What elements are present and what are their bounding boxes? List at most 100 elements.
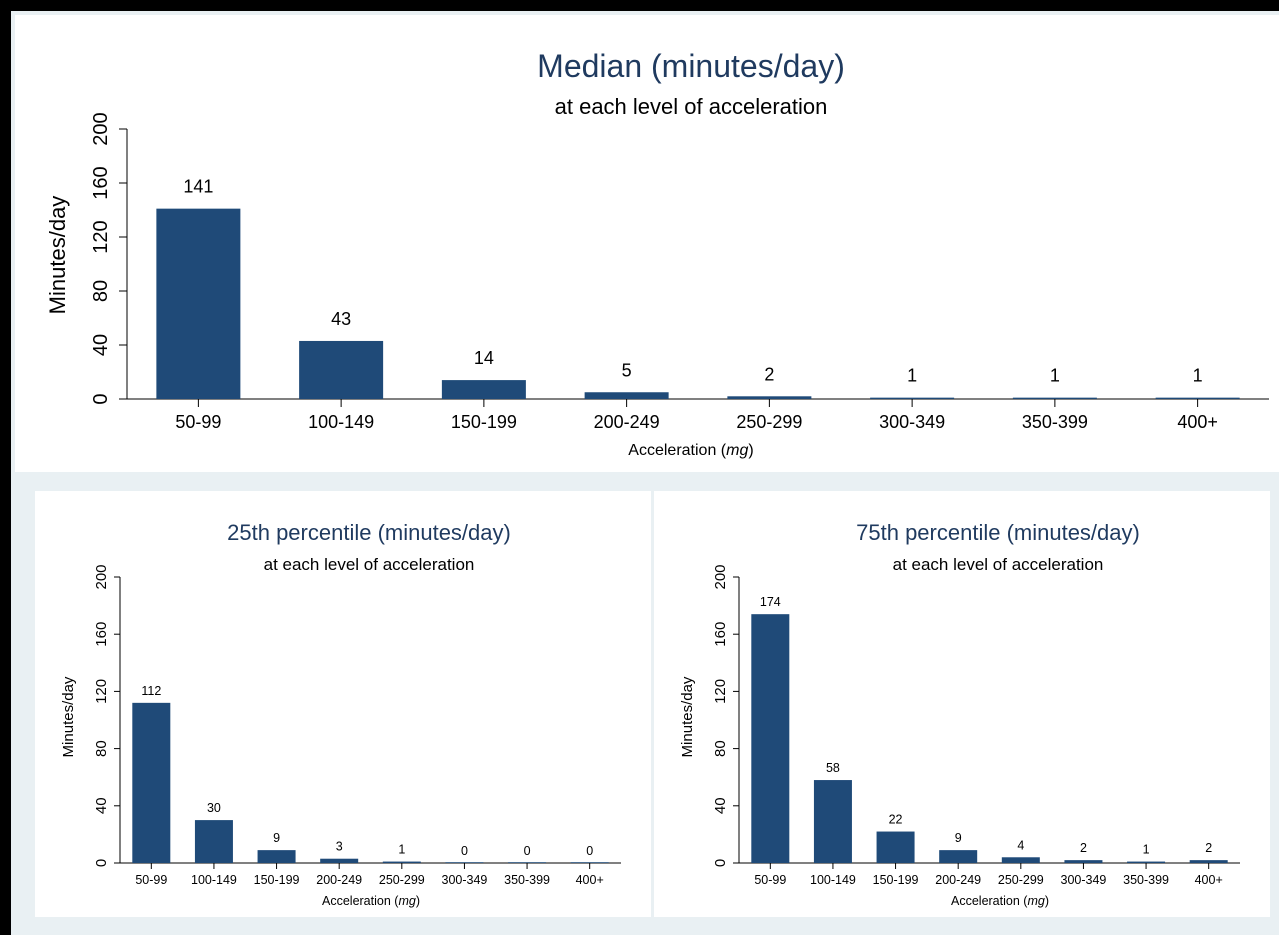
bar <box>156 208 241 399</box>
x-axis-label-close: ) <box>748 442 753 459</box>
chart-title: 75th percentile (minutes/day) <box>856 520 1140 545</box>
bar-value-label: 2 <box>1080 841 1087 855</box>
y-tick-label: 200 <box>712 564 729 589</box>
x-tick-label: 150-199 <box>451 412 517 432</box>
p25-chart: 25th percentile (minutes/day) at each lev… <box>60 520 621 908</box>
bar-value-label: 3 <box>336 840 343 854</box>
bar <box>257 850 296 863</box>
x-axis-label: Acceleration (mg) <box>628 442 753 459</box>
median-chart: Median (minutes/day) at each level of acc… <box>45 48 1269 459</box>
chart-subtitle: at each level of acceleration <box>893 555 1104 574</box>
bar <box>751 614 790 863</box>
y-tick-label: 200 <box>93 564 110 589</box>
median-chart-panel: Median (minutes/day) at each level of acc… <box>15 15 1279 472</box>
bar <box>1189 860 1228 863</box>
bar <box>1127 861 1166 863</box>
x-tick-label: 350-399 <box>504 873 550 887</box>
x-tick-label: 300-349 <box>1061 873 1107 887</box>
x-tick-label: 250-299 <box>998 873 1044 887</box>
x-axis-label-unit: mg <box>1027 894 1044 908</box>
x-tick-label: 50-99 <box>754 873 786 887</box>
y-tick-label: 80 <box>93 740 110 757</box>
bar-value-label: 30 <box>207 801 221 815</box>
x-axis-label-text: Acceleration ( <box>951 894 1028 908</box>
chart-title: 25th percentile (minutes/day) <box>227 520 511 545</box>
y-tick-label: 40 <box>90 334 112 356</box>
bar-value-label: 141 <box>183 177 213 197</box>
bar <box>584 392 669 399</box>
bar <box>813 780 852 863</box>
bar <box>441 380 526 399</box>
x-tick-label: 400+ <box>1195 873 1223 887</box>
y-tick-label: 160 <box>93 622 110 647</box>
bar-value-label: 1 <box>398 843 405 857</box>
bar <box>445 862 484 863</box>
y-tick-label: 80 <box>712 740 729 757</box>
x-tick-label: 100-149 <box>810 873 856 887</box>
x-tick-label: 300-349 <box>442 873 488 887</box>
y-tick-label: 0 <box>93 859 110 867</box>
bar-value-label: 1 <box>907 366 917 386</box>
x-tick-label: 150-199 <box>254 873 300 887</box>
y-tick-label: 160 <box>90 166 112 199</box>
x-axis-label-text: Acceleration ( <box>628 442 726 459</box>
chart-subtitle: at each level of acceleration <box>555 94 828 119</box>
x-tick-label: 200-249 <box>316 873 362 887</box>
x-tick-label: 50-99 <box>175 412 221 432</box>
bar-value-label: 9 <box>955 831 962 845</box>
y-tick-label: 40 <box>93 797 110 814</box>
bar-value-label: 0 <box>524 844 531 858</box>
bar-value-label: 2 <box>764 364 774 384</box>
x-axis-label-unit: mg <box>398 894 415 908</box>
bar-value-label: 112 <box>141 684 161 698</box>
bar <box>194 820 233 863</box>
x-tick-label: 250-299 <box>379 873 425 887</box>
y-tick-label: 40 <box>712 797 729 814</box>
bar-value-label: 5 <box>622 360 632 380</box>
y-axis-label: Minutes/day <box>60 676 77 757</box>
y-tick-label: 120 <box>712 679 729 704</box>
x-tick-label: 50-99 <box>135 873 167 887</box>
bar-value-label: 9 <box>273 831 280 845</box>
chart-title: Median (minutes/day) <box>537 48 845 84</box>
bar-value-label: 1 <box>1193 366 1203 386</box>
bar <box>299 340 384 399</box>
bar-value-label: 1 <box>1143 843 1150 857</box>
x-axis-label-unit: mg <box>726 442 748 459</box>
x-tick-label: 400+ <box>576 873 604 887</box>
x-tick-label: 200-249 <box>935 873 981 887</box>
x-axis-label-text: Acceleration ( <box>322 894 399 908</box>
bar-value-label: 58 <box>826 761 840 775</box>
p75-chart-panel: 75th percentile (minutes/day) at each lev… <box>654 491 1270 917</box>
bar <box>320 858 359 863</box>
bar <box>727 396 812 399</box>
bar-value-label: 43 <box>331 309 351 329</box>
bar-value-label: 2 <box>1205 841 1212 855</box>
y-tick-label: 120 <box>90 220 112 253</box>
x-axis-label-close: ) <box>1045 894 1049 908</box>
bar <box>1064 860 1103 863</box>
bar <box>382 861 421 863</box>
x-tick-label: 200-249 <box>594 412 660 432</box>
x-tick-label: 350-399 <box>1022 412 1088 432</box>
chart-subtitle: at each level of acceleration <box>264 555 475 574</box>
bar <box>1001 857 1040 863</box>
x-axis-label: Acceleration (mg) <box>322 894 420 908</box>
y-tick-label: 160 <box>712 622 729 647</box>
y-axis-label: Minutes/day <box>45 196 70 315</box>
y-axis-label: Minutes/day <box>679 676 696 757</box>
bar <box>1155 397 1240 399</box>
y-tick-label: 0 <box>90 393 112 404</box>
p75-chart: 75th percentile (minutes/day) at each lev… <box>679 520 1240 908</box>
x-tick-label: 250-299 <box>736 412 802 432</box>
bar <box>939 850 978 863</box>
bar <box>508 862 547 863</box>
x-tick-label: 350-399 <box>1123 873 1169 887</box>
bar-value-label: 0 <box>461 844 468 858</box>
bar <box>876 831 915 863</box>
x-tick-label: 100-149 <box>308 412 374 432</box>
y-tick-label: 0 <box>712 859 729 867</box>
x-tick-label: 150-199 <box>873 873 919 887</box>
bar-value-label: 22 <box>889 813 903 827</box>
bar-value-label: 1 <box>1050 366 1060 386</box>
